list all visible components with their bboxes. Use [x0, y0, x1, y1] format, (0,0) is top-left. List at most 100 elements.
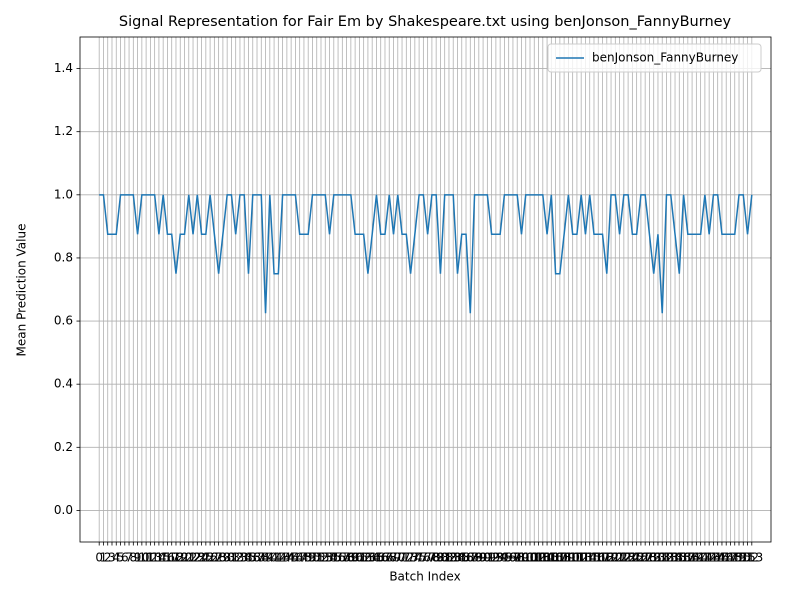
x-tick-label: 41	[266, 551, 281, 565]
x-tick-label: 118	[591, 551, 614, 565]
x-tick-label: 126	[625, 551, 648, 565]
x-tick-label: 1	[100, 551, 108, 565]
x-tick-label: 15	[156, 551, 171, 565]
x-tick-label: 123	[612, 551, 635, 565]
x-tick-label: 46	[288, 551, 303, 565]
x-tick-label: 29	[215, 551, 230, 565]
x-tick-label: 6	[121, 551, 129, 565]
x-tick-label: 103	[527, 551, 550, 565]
x-tick-label: 28	[211, 551, 226, 565]
x-tick-label: 127	[629, 551, 652, 565]
x-tick-label: 14	[151, 551, 166, 565]
x-tick-label: 100	[514, 551, 537, 565]
x-tick-label: 87	[463, 551, 478, 565]
y-tick-label: 1.0	[54, 187, 73, 201]
x-tick-label: 119	[595, 551, 618, 565]
x-tick-label: 72	[399, 551, 414, 565]
x-tick-label: 136	[668, 551, 691, 565]
plot	[99, 194, 753, 314]
x-tick-label: 21	[181, 551, 196, 565]
x-tick-label: 132	[651, 551, 674, 565]
x-tick-label: 32	[228, 551, 243, 565]
y-axis-label: Mean Prediction Value	[15, 224, 29, 357]
x-tick-label: 117	[587, 551, 610, 565]
x-tick-label: 60	[347, 551, 362, 565]
x-tick-label: 112	[565, 551, 588, 565]
x-tick-label: 73	[403, 551, 418, 565]
x-tick-label: 5	[117, 551, 125, 565]
x-tick-label: 97	[505, 551, 520, 565]
axes-frame	[79, 36, 772, 543]
x-tick-label: 64	[365, 551, 380, 565]
x-tick-label: 45	[283, 551, 298, 565]
x-tick-label: 34	[237, 551, 252, 565]
x-tick-label: 44	[279, 551, 294, 565]
x-tick-label: 20	[177, 551, 192, 565]
x-tick-label: 80	[433, 551, 448, 565]
x-tick-label: 115	[578, 551, 601, 565]
x-tick-label: 65	[369, 551, 384, 565]
x-tick-label: 43	[275, 551, 290, 565]
x-tick-label: 152	[736, 551, 759, 565]
x-tick-label: 131	[647, 551, 670, 565]
x-tick-label: 18	[168, 551, 183, 565]
x-tick-label: 101	[519, 551, 542, 565]
x-tick-label: 17	[164, 551, 179, 565]
x-tick-label: 13	[147, 551, 162, 565]
x-tick-label: 113	[570, 551, 593, 565]
chart-title: Signal Representation for Fair Em by Sha…	[119, 14, 732, 30]
x-tick-label: 99	[514, 551, 529, 565]
x-tick-label: 82	[441, 551, 456, 565]
x-tick-label: 75	[411, 551, 426, 565]
x-tick-label: 33	[232, 551, 247, 565]
x-tick-label: 12	[143, 551, 158, 565]
x-tick-label: 25	[198, 551, 213, 565]
x-tick-label: 66	[373, 551, 388, 565]
x-tick-label: 93	[488, 551, 503, 565]
x-tick-label: 55	[326, 551, 341, 565]
legend-label: benJonson_FannyBurney	[592, 51, 738, 65]
x-tick-label: 111	[561, 551, 584, 565]
y-tick-label: 0.4	[54, 377, 73, 391]
x-tick-label: 98	[510, 551, 525, 565]
x-tick-label: 11	[138, 551, 153, 565]
x-tick-label: 61	[352, 551, 367, 565]
x-tick-label: 107	[544, 551, 567, 565]
x-tick-label: 129	[638, 551, 661, 565]
x-tick-label: 110	[557, 551, 580, 565]
x-tick-label: 85	[454, 551, 469, 565]
x-tick-label: 24	[194, 551, 209, 565]
x-tick-label: 142	[693, 551, 716, 565]
x-tick-label: 37	[249, 551, 264, 565]
x-tick-label: 51	[309, 551, 324, 565]
x-tick-label: 56	[330, 551, 345, 565]
x-tick-label: 10	[134, 551, 149, 565]
x-tick-label: 135	[664, 551, 687, 565]
x-tick-label: 57	[335, 551, 350, 565]
x-tick-label: 40	[262, 551, 277, 565]
x-tick-label: 22	[185, 551, 200, 565]
x-tick-label: 105	[536, 551, 559, 565]
x-tick-label: 19	[173, 551, 188, 565]
y-tick-label: 1.4	[54, 61, 73, 75]
x-tick-label: 36	[245, 551, 260, 565]
x-tick-label: 48	[296, 551, 311, 565]
x-tick-label: 59	[343, 551, 358, 565]
x-tick-label: 109	[553, 551, 576, 565]
x-tick-label: 69	[386, 551, 401, 565]
x-tick-label: 50	[305, 551, 320, 565]
x-tick-label: 106	[540, 551, 563, 565]
x-tick-label: 76	[416, 551, 431, 565]
grid	[80, 37, 771, 542]
x-tick-label: 35	[241, 551, 256, 565]
legend-box	[547, 43, 762, 73]
x-tick-label: 30	[220, 551, 235, 565]
x-tick-label: 146	[710, 551, 733, 565]
x-tick-label: 150	[728, 551, 751, 565]
x-tick-label: 141	[689, 551, 712, 565]
x-tick-label: 67	[377, 551, 392, 565]
x-tick-label: 58	[339, 551, 354, 565]
y-tick-label: 0.6	[54, 314, 73, 328]
x-tick-label: 86	[458, 551, 473, 565]
